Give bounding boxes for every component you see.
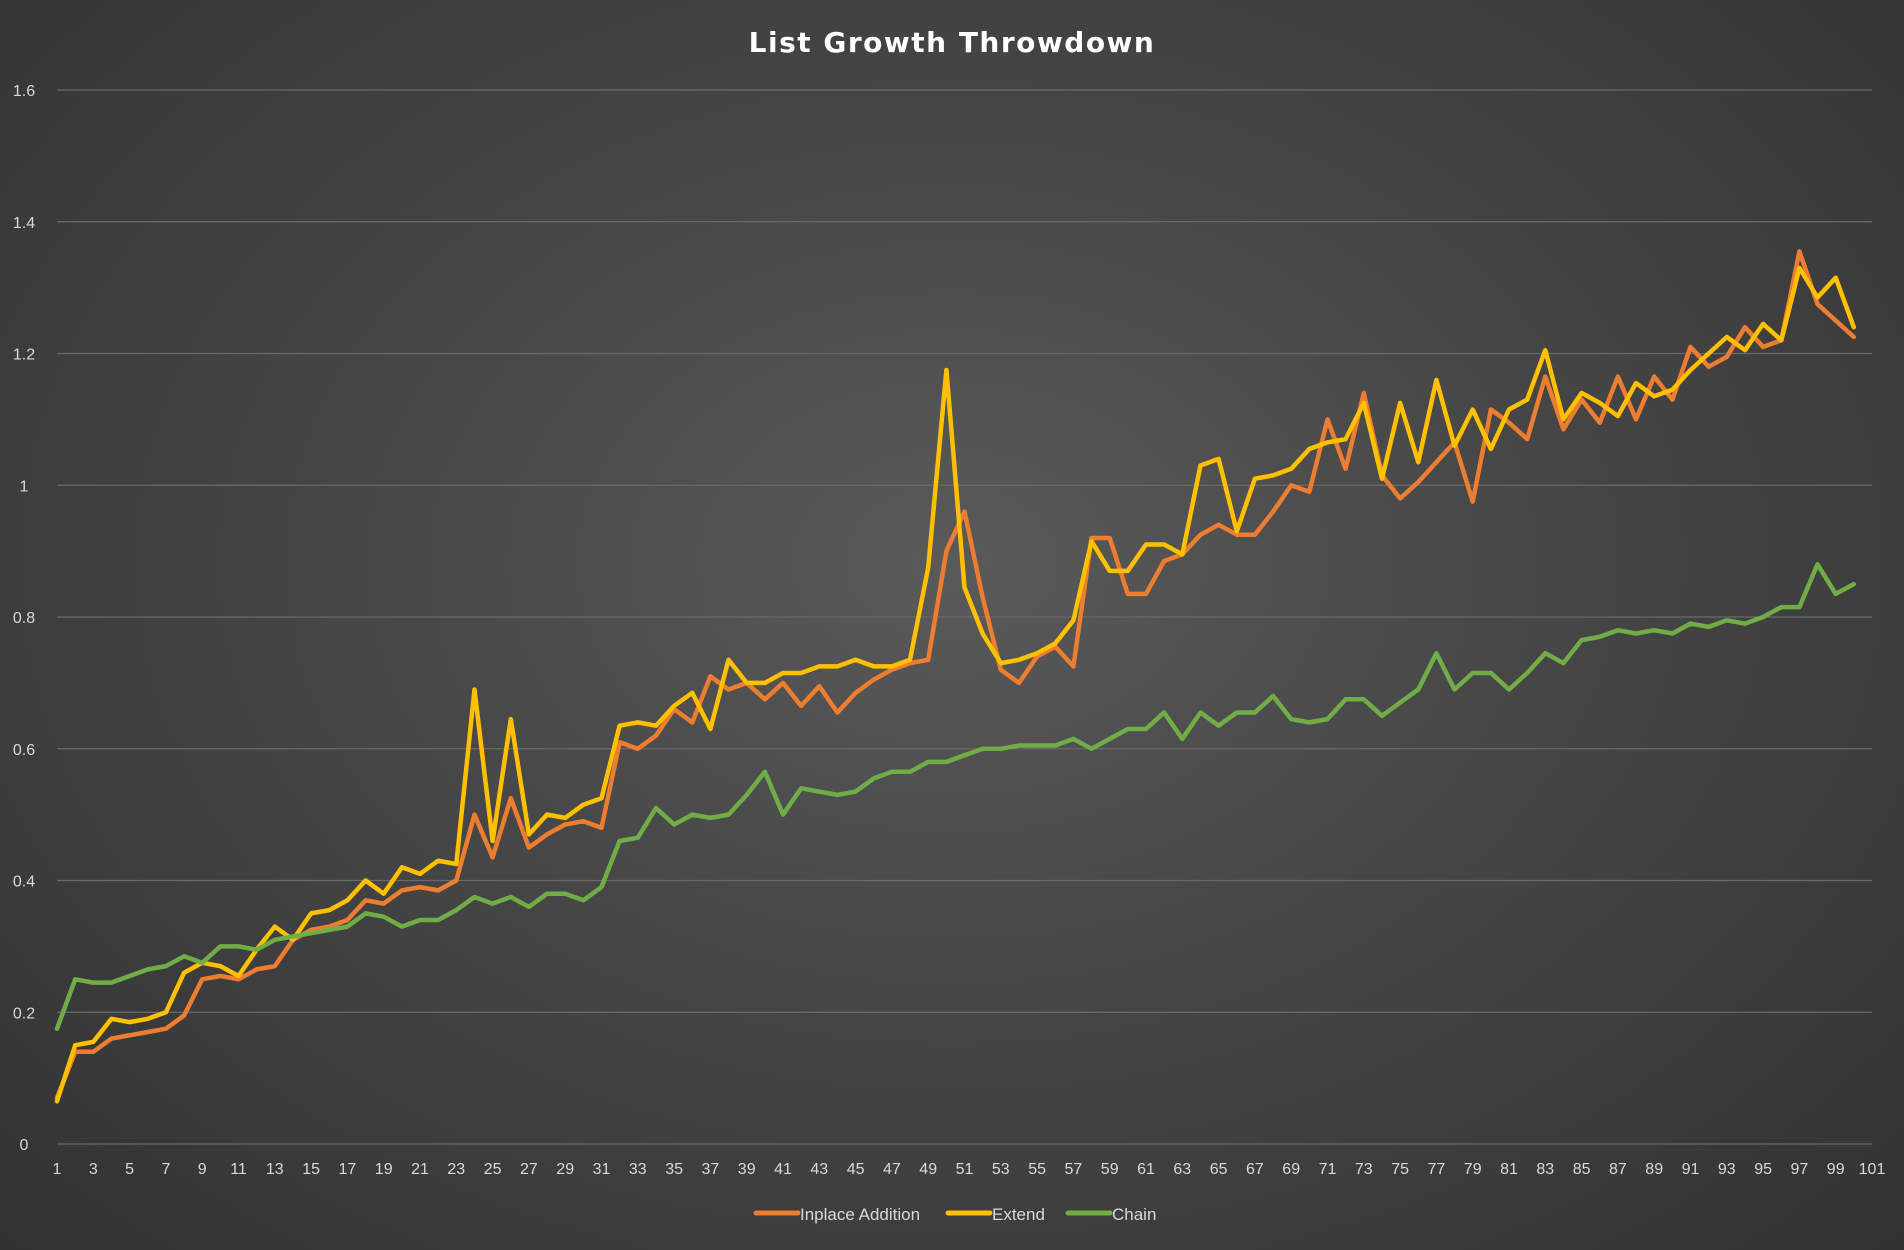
x-tick-label: 53 (992, 1161, 1010, 1178)
x-tick-label: 67 (1246, 1161, 1264, 1178)
x-tick-label: 23 (447, 1161, 465, 1178)
x-tick-label: 1 (53, 1161, 62, 1178)
series-line-chain (54, 562, 1857, 1031)
x-tick-label: 35 (665, 1161, 683, 1178)
x-tick-label: 51 (956, 1161, 974, 1178)
y-axis-tick-labels: 0 0.2 0.4 0.6 0.8 1 1.2 1.4 1.6 (13, 83, 35, 1154)
y-tick-label: 0.6 (13, 742, 35, 759)
x-tick-label: 81 (1500, 1161, 1518, 1178)
gridlines (57, 89, 1872, 1145)
y-tick-label: 1.4 (13, 215, 35, 232)
x-tick-label: 13 (266, 1161, 284, 1178)
x-tick-label: 85 (1573, 1161, 1591, 1178)
x-tick-label: 59 (1101, 1161, 1119, 1178)
x-tick-label: 87 (1609, 1161, 1627, 1178)
x-tick-label: 27 (520, 1161, 538, 1178)
x-tick-label: 97 (1791, 1161, 1809, 1178)
x-tick-label: 37 (702, 1161, 720, 1178)
x-tick-label: 73 (1355, 1161, 1373, 1178)
x-tick-label: 3 (89, 1161, 98, 1178)
x-tick-label: 77 (1428, 1161, 1446, 1178)
x-axis-tick-labels: 1 3 5 7 9 11 13 15 17 19 21 23 25 27 29 31 33 35 37 39 41 43 4… (53, 1161, 1886, 1178)
y-tick-label: 1 (20, 478, 29, 495)
x-tick-label: 75 (1391, 1161, 1409, 1178)
y-tick-label: 1.2 (13, 347, 35, 364)
x-tick-label: 83 (1536, 1161, 1554, 1178)
legend-label-extend: Extend (992, 1205, 1045, 1224)
x-tick-label: 65 (1210, 1161, 1228, 1178)
x-tick-label: 91 (1682, 1161, 1700, 1178)
y-tick-label: 0 (20, 1137, 29, 1154)
x-tick-label: 11 (230, 1161, 247, 1178)
x-tick-label: 95 (1754, 1161, 1772, 1178)
x-tick-label: 57 (1065, 1161, 1083, 1178)
x-tick-label: 25 (484, 1161, 502, 1178)
series-lines (54, 249, 1857, 1104)
series-line-inplace-addition (54, 249, 1857, 1101)
x-tick-label: 19 (375, 1161, 393, 1178)
x-tick-label: 39 (738, 1161, 756, 1178)
x-tick-label: 55 (1028, 1161, 1046, 1178)
series-line-extend (54, 265, 1857, 1104)
x-tick-label: 93 (1718, 1161, 1736, 1178)
x-tick-label: 9 (198, 1161, 207, 1178)
y-tick-label: 0.4 (13, 874, 35, 891)
x-tick-label: 47 (883, 1161, 901, 1178)
x-tick-label: 89 (1645, 1161, 1663, 1178)
x-tick-label: 15 (302, 1161, 320, 1178)
x-tick-label: 31 (593, 1161, 611, 1178)
y-tick-label: 0.2 (13, 1005, 35, 1022)
x-tick-label: 99 (1827, 1161, 1845, 1178)
x-tick-label: 71 (1319, 1161, 1337, 1178)
legend: Inplace Addition Extend Chain (753, 1205, 1156, 1224)
chart-title: List Growth Throwdown (749, 26, 1156, 59)
legend-label-chain: Chain (1112, 1205, 1156, 1224)
x-tick-label: 79 (1464, 1161, 1482, 1178)
x-tick-label: 101 (1859, 1161, 1886, 1178)
x-tick-label: 49 (919, 1161, 937, 1178)
x-tick-label: 29 (556, 1161, 574, 1178)
y-tick-label: 1.6 (13, 83, 35, 100)
x-tick-label: 17 (339, 1161, 357, 1178)
legend-label-inplace-addition: Inplace Addition (800, 1205, 920, 1224)
x-tick-label: 69 (1282, 1161, 1300, 1178)
x-tick-label: 41 (774, 1161, 792, 1178)
y-tick-label: 0.8 (13, 610, 35, 627)
x-tick-label: 7 (161, 1161, 170, 1178)
x-tick-label: 63 (1173, 1161, 1191, 1178)
x-tick-label: 21 (411, 1161, 429, 1178)
x-tick-label: 33 (629, 1161, 647, 1178)
x-tick-label: 43 (810, 1161, 828, 1178)
x-tick-label: 45 (847, 1161, 865, 1178)
x-tick-label: 5 (125, 1161, 134, 1178)
x-tick-label: 61 (1137, 1161, 1155, 1178)
